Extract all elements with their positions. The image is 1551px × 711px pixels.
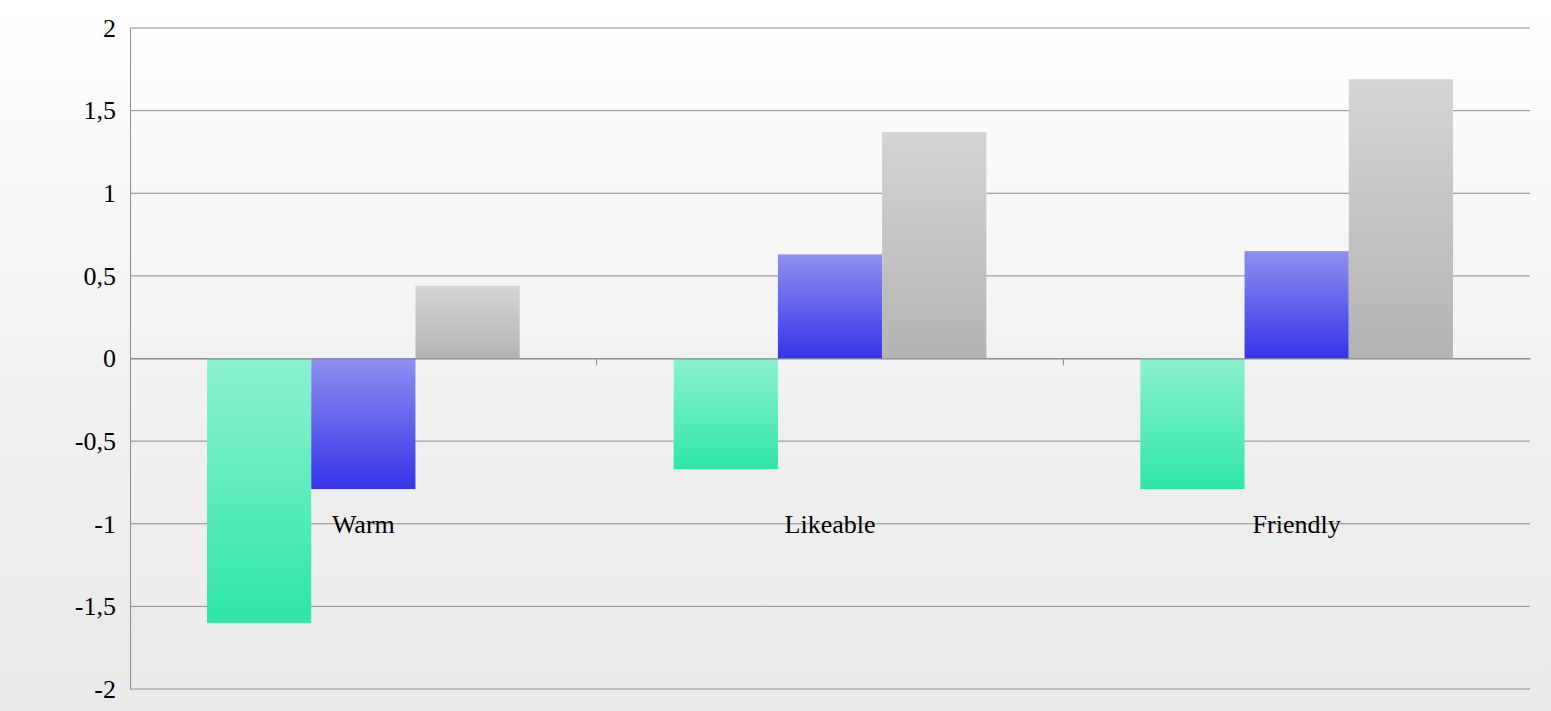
bar xyxy=(1140,359,1244,490)
x-tick-label: Warm xyxy=(332,510,395,539)
y-tick-label: -0,5 xyxy=(75,427,116,456)
grid-line xyxy=(130,28,1530,29)
x-tick: Likeable xyxy=(785,359,876,540)
y-tick: -1 xyxy=(94,510,130,539)
x-tick-label: Friendly xyxy=(1253,510,1341,539)
y-tick-label: 0,5 xyxy=(84,262,117,291)
bar xyxy=(1245,251,1349,358)
bar xyxy=(882,132,986,358)
y-tick-label: -1 xyxy=(94,510,116,539)
category-separator xyxy=(1063,359,1064,366)
y-tick: -2 xyxy=(94,675,130,704)
plot: -2 -1,5 -1 -0,5 0 0,5 1 1,5 2 Warm Likeable Friendl… xyxy=(75,14,1531,704)
x-axis: Warm Likeable Friendly xyxy=(131,359,1531,540)
x-tick: Warm xyxy=(332,359,395,540)
y-tick-label: 1,5 xyxy=(84,96,117,125)
x-axis-line xyxy=(131,359,1531,360)
category-separators xyxy=(597,359,1064,366)
bar xyxy=(674,359,778,470)
y-tick: -0,5 xyxy=(75,427,130,456)
y-axis: -2 -1,5 -1 -0,5 0 0,5 1 1,5 2 xyxy=(75,14,131,704)
bar xyxy=(778,254,882,358)
y-tick-label: -2 xyxy=(94,675,116,704)
grid-line xyxy=(130,110,1530,111)
bar xyxy=(415,286,519,359)
bars xyxy=(207,79,1453,623)
bar xyxy=(207,359,311,623)
category-separator xyxy=(596,359,597,366)
y-tick: 0 xyxy=(103,344,130,373)
chart: -2 -1,5 -1 -0,5 0 0,5 1 1,5 2 Warm Likeable Friendl… xyxy=(0,0,1551,711)
series xyxy=(207,359,1245,623)
bar xyxy=(311,359,415,490)
grid-line xyxy=(130,193,1530,194)
y-tick: -1,5 xyxy=(75,592,130,621)
y-tick: 2 xyxy=(103,14,130,43)
bar xyxy=(1349,79,1453,358)
y-tick-label: -1,5 xyxy=(75,592,116,621)
y-tick: 1 xyxy=(103,179,130,208)
x-tick: Friendly xyxy=(1253,359,1341,540)
grid xyxy=(130,28,1530,689)
x-tick-label: Likeable xyxy=(785,510,876,539)
y-tick-label: 2 xyxy=(103,14,116,43)
y-tick-label: 1 xyxy=(103,179,116,208)
y-tick: 1,5 xyxy=(84,96,131,125)
series xyxy=(415,79,1453,358)
y-tick-label: 0 xyxy=(103,344,116,373)
grid-line xyxy=(130,606,1530,607)
y-tick: 0,5 xyxy=(84,262,131,291)
series xyxy=(311,251,1349,489)
grid-line xyxy=(130,689,1530,690)
